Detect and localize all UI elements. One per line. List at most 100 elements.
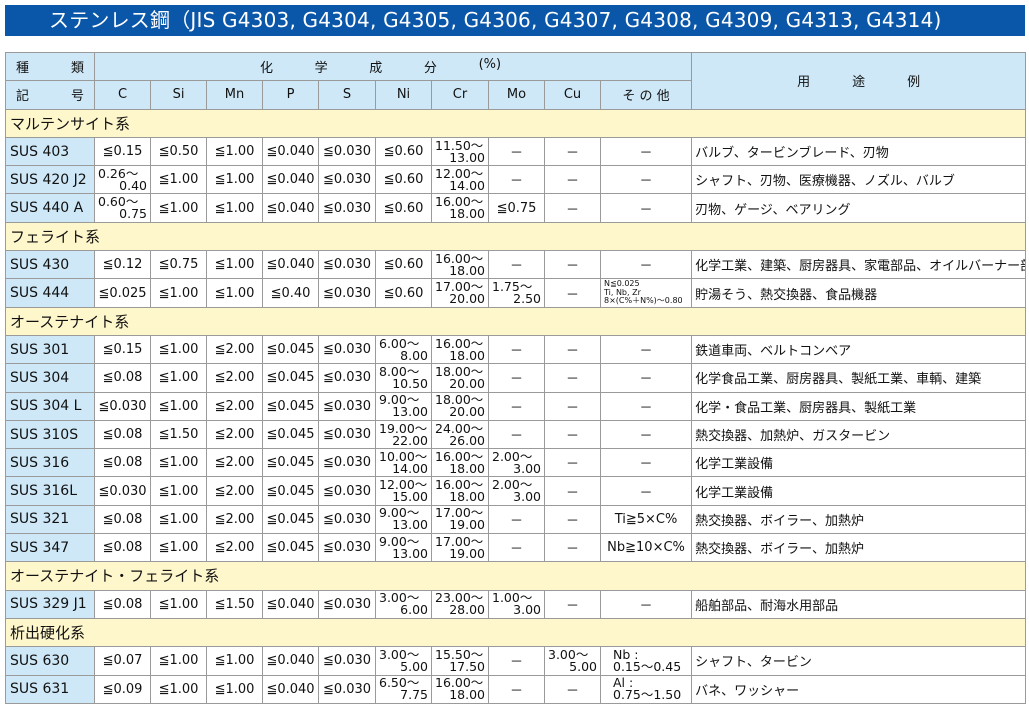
value-cell: ≦0.030 xyxy=(318,334,376,365)
value-cell: 9.00～ 13.00 xyxy=(375,533,432,563)
header-row-2: 記号 C Si Mn P S Ni Cr Mo Cu そ の 他 xyxy=(5,80,1026,110)
value-cell: 2.00～ 3.00 xyxy=(488,476,545,506)
note-line: Al : xyxy=(613,675,634,691)
value-cell: ≦0.045 xyxy=(262,448,319,478)
category-row: 析出硬化系 xyxy=(4,617,1027,648)
range-value: 16.00～ 18.00 xyxy=(433,448,488,475)
value-cell: ≦0.045 xyxy=(262,476,319,506)
value-cell: － xyxy=(544,363,601,393)
page-title: ステンレス鋼（JIS G4303, G4304, G4305, G4306, G… xyxy=(5,5,1025,36)
range-value: 18.00～ 20.00 xyxy=(433,393,488,418)
value-cell: ≦0.030 xyxy=(318,646,376,676)
grade-cell: SUS 321 xyxy=(5,504,95,535)
category-label: オーステナイト系 xyxy=(4,306,1027,336)
range-min: 12.00～ xyxy=(435,165,484,181)
value-cell: ≦2.00 xyxy=(206,334,263,365)
range-min: 2.00～ xyxy=(492,448,533,464)
category-label: 析出硬化系 xyxy=(4,617,1027,648)
value-cell: － xyxy=(544,193,601,223)
value-cell: － xyxy=(488,646,545,676)
range-value: 16.00～ 18.00 xyxy=(433,676,488,703)
range-min: 3.00～ xyxy=(379,590,420,606)
use-cell: 化学工業、建築、厨房器具、家電部品、オイルバーナー部品 xyxy=(691,250,1027,280)
use-cell: 船舶部品、耐海水用部品 xyxy=(691,589,1027,619)
value-cell: ≦0.040 xyxy=(262,646,319,676)
value-cell: － xyxy=(599,448,693,478)
value-cell: 9.00～ 13.00 xyxy=(375,504,432,535)
range-value: 19.00～ 22.00 xyxy=(377,422,431,447)
range-max: 18.00 xyxy=(449,206,485,222)
range-max: 7.75 xyxy=(400,687,428,703)
grade-cell: SUS 316 xyxy=(5,448,95,478)
value-cell: Nb :0.15～0.45 xyxy=(599,646,693,676)
range-min: 9.00～ xyxy=(379,392,420,408)
value-cell: － xyxy=(544,391,601,421)
range-value: 2.00～ 3.00 xyxy=(490,478,544,503)
use-cell: 鉄道車両、ベルトコンベア xyxy=(691,334,1027,365)
value-cell: ≦1.00 xyxy=(206,136,263,167)
use-cell: 化学・食品工業、厨房器具、製紙工業 xyxy=(691,391,1027,421)
category-label: フェライト系 xyxy=(4,221,1027,252)
grade-cell: SUS 430 xyxy=(5,250,95,280)
value-cell: 18.00～ 20.00 xyxy=(431,363,489,393)
value-cell: ≦1.00 xyxy=(150,363,207,393)
value-cell: ≦1.00 xyxy=(206,646,263,676)
value-cell: 2.00～ 3.00 xyxy=(488,448,545,478)
value-cell: 17.00～ 19.00 xyxy=(431,504,489,535)
value-cell: ≦0.025 xyxy=(94,278,151,308)
grade-cell: SUS 304 xyxy=(5,363,95,393)
value-cell: 0.60～ 0.75 xyxy=(94,193,151,223)
value-cell: ≦0.045 xyxy=(262,363,319,393)
value-cell: ≦0.08 xyxy=(94,419,151,450)
value-cell: ≦0.60 xyxy=(375,193,432,223)
table-row: SUS 316L ≦0.030 ≦1.00 ≦2.00 ≦0.045 ≦0.030 12.0… xyxy=(5,476,1027,506)
value-cell: － xyxy=(488,391,545,421)
value-cell: ≦2.00 xyxy=(206,363,263,393)
value-cell: 23.00～ 28.00 xyxy=(431,589,489,619)
value-cell: ≦0.030 xyxy=(318,674,376,704)
value-cell: － xyxy=(599,476,693,506)
range-max: 3.00 xyxy=(513,602,541,618)
value-cell: ≦1.00 xyxy=(150,448,207,478)
value-cell: ≦0.030 xyxy=(318,448,376,478)
value-cell: ≦0.030 xyxy=(318,136,376,167)
value-cell: ≦0.60 xyxy=(375,278,432,308)
value-cell: ≦1.00 xyxy=(150,674,207,704)
value-cell: ≦0.08 xyxy=(94,504,151,535)
use-cell: 熱交換器、ボイラー、加熱炉 xyxy=(691,533,1027,563)
note-line: Ti, Nb, Zr xyxy=(604,287,641,297)
value-cell: ≦2.00 xyxy=(206,391,263,421)
range-min: 17.00～ xyxy=(435,533,484,549)
value-cell: ≦0.030 xyxy=(318,504,376,535)
range-max: 13.00 xyxy=(392,517,428,533)
value-cell: ≦1.00 xyxy=(150,646,207,676)
value-cell: ≦1.00 xyxy=(150,193,207,223)
header-row-1: 種類 化学成分 (%) 用途例 xyxy=(5,51,1027,110)
range-max: 15.00 xyxy=(392,489,428,505)
range-min: 16.00～ xyxy=(435,448,484,464)
grade-cell: SUS 444 xyxy=(5,278,95,308)
value-cell: － xyxy=(599,136,693,167)
grade-cell: SUS 347 xyxy=(5,533,95,563)
range-min: 15.50～ xyxy=(435,646,484,662)
grade-cell: SUS 310S xyxy=(5,419,95,450)
table-row: SUS 630 ≦0.07 ≦1.00 ≦1.00 ≦0.040 ≦0.030 3.00～ 5… xyxy=(5,646,1027,676)
table-row: SUS 301 ≦0.15 ≦1.00 ≦2.00 ≦0.045 ≦0.030 6.00～ 8… xyxy=(5,334,1027,365)
use-header: 用途例 xyxy=(691,52,1027,110)
value-cell: － xyxy=(544,165,601,195)
value-cell: ≦0.09 xyxy=(94,674,151,704)
value-cell: ≦1.00 xyxy=(150,334,207,365)
value-cell: ≦0.12 xyxy=(94,250,151,280)
value-cell: ≦1.00 xyxy=(150,504,207,535)
value-cell: 8.00～ 10.50 xyxy=(375,363,432,393)
range-value: 1.00～ 3.00 xyxy=(490,592,544,618)
value-cell: ≦1.00 xyxy=(150,165,207,195)
range-max: 13.00 xyxy=(449,149,485,165)
range-value: 12.00～ 15.00 xyxy=(377,478,431,505)
column-header: Mn xyxy=(206,80,263,110)
value-cell: ≦0.040 xyxy=(262,250,319,280)
value-cell: 24.00～ 26.00 xyxy=(431,419,489,450)
range-max: 18.00 xyxy=(449,687,485,703)
value-cell: ≦0.50 xyxy=(150,136,207,167)
value-cell: ≦0.15 xyxy=(94,334,151,365)
